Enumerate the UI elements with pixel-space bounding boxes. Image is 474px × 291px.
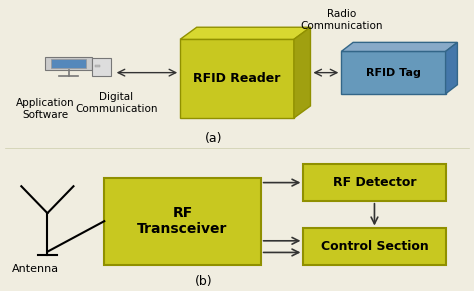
FancyBboxPatch shape (95, 65, 100, 67)
Text: Digital
Communication: Digital Communication (75, 92, 157, 114)
FancyBboxPatch shape (92, 58, 111, 76)
Polygon shape (294, 27, 310, 118)
Text: Control Section: Control Section (320, 240, 428, 253)
FancyBboxPatch shape (104, 178, 261, 265)
Text: (a): (a) (205, 132, 222, 145)
Text: (b): (b) (195, 275, 213, 288)
FancyBboxPatch shape (45, 57, 92, 70)
Text: Radio
Communication: Radio Communication (300, 9, 383, 31)
FancyBboxPatch shape (51, 59, 86, 68)
Text: Application
Software: Application Software (16, 98, 74, 120)
FancyBboxPatch shape (303, 164, 446, 201)
FancyBboxPatch shape (180, 39, 294, 118)
Polygon shape (446, 42, 457, 94)
Polygon shape (180, 27, 310, 39)
Text: RFID Reader: RFID Reader (193, 72, 281, 85)
Text: Antenna: Antenna (12, 264, 59, 274)
FancyBboxPatch shape (303, 228, 446, 265)
Text: RF Detector: RF Detector (333, 176, 416, 189)
Text: RFID Tag: RFID Tag (366, 68, 421, 78)
Polygon shape (341, 42, 457, 52)
FancyBboxPatch shape (341, 52, 446, 94)
Text: RF
Transceiver: RF Transceiver (137, 206, 228, 236)
